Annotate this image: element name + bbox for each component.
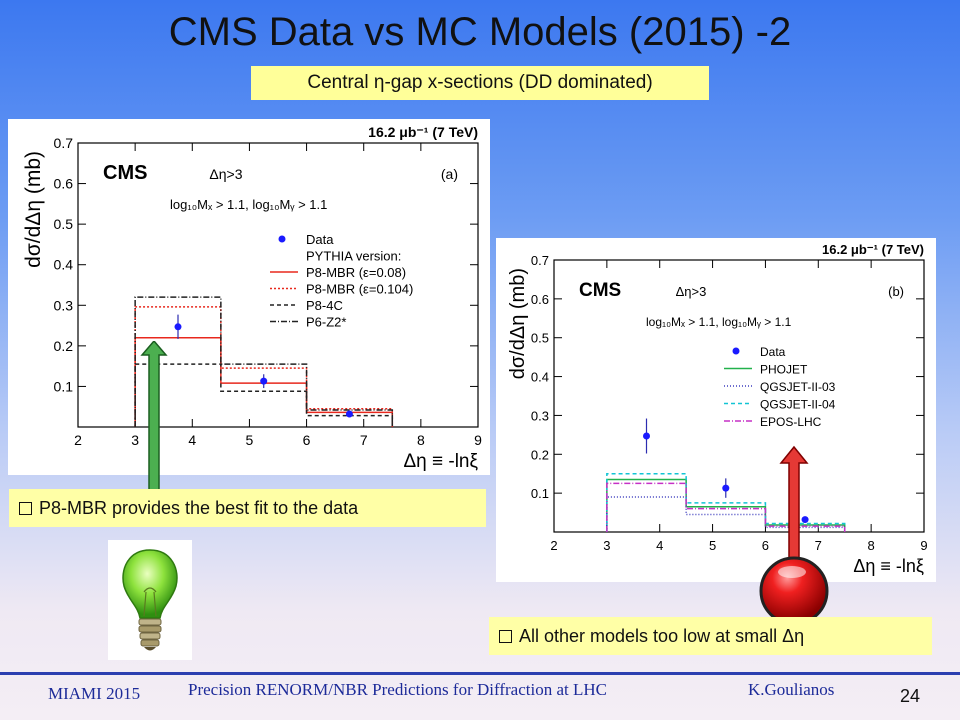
legend-entry: EPOS-LHC [760, 415, 822, 429]
page-number: 24 [900, 686, 921, 706]
legend-data-marker [732, 347, 740, 355]
x-tick-label: 3 [131, 432, 139, 448]
x-tick-label: 2 [550, 538, 557, 553]
x-tick-label: 4 [188, 432, 196, 448]
experiment-label: CMS [103, 162, 147, 184]
y-tick-label: 0.7 [531, 253, 549, 268]
y-tick-label: 0.5 [54, 216, 74, 232]
chart-a: 16.2 μb⁻¹ (7 TeV) 0.1 0.2 0.3 0.4 0.5 0.6 0.7 2 3… [22, 124, 482, 472]
y-axis-label: dσ/dΔη (mb) [507, 268, 529, 379]
series-line [606, 496, 846, 532]
x-tick-label: 6 [303, 432, 311, 448]
footer-talk-title: Precision RENORM/NBR Predictions for Dif… [188, 680, 607, 699]
series-line [134, 296, 394, 427]
chart-b: 16.2 μb⁻¹ (7 TeV) 0.1 0.2 0.3 0.4 0.5 0.6 0.7 2 3… [507, 242, 928, 576]
x-tick-label: 5 [709, 538, 716, 553]
chart-panel-b: 16.2 μb⁻¹ (7 TeV) 0.1 0.2 0.3 0.4 0.5 0.6 0.7 2 3… [496, 238, 936, 582]
x-tick-label: 9 [474, 432, 482, 448]
data-point [722, 484, 730, 492]
cut-label: Δη>3 [209, 166, 242, 182]
y-tick-label: 0.3 [54, 297, 74, 313]
series-line [606, 482, 846, 532]
series-line [606, 478, 846, 532]
footer-author: K.Goulianos [748, 680, 835, 699]
x-tick-label: 6 [762, 538, 769, 553]
panel-label: (b) [888, 284, 904, 299]
data-point [801, 516, 809, 524]
red-arrow-icon [759, 445, 829, 626]
note-models-low-text: All other models too low at small Δη [519, 626, 805, 646]
plot-frame [553, 259, 925, 533]
data-point [260, 377, 268, 385]
legend-entry: P8-MBR (ε=0.08) [306, 265, 406, 280]
cut-label: Δη>3 [676, 284, 707, 299]
y-tick-label: 0.1 [54, 378, 74, 394]
y-tick-label: 0.6 [54, 176, 74, 192]
lightbulb-image [108, 540, 192, 660]
y-tick-label: 0.7 [54, 135, 74, 151]
chart-header: 16.2 μb⁻¹ (7 TeV) [822, 242, 924, 257]
x-axis-label: Δη ≡ -lnξ [403, 451, 478, 472]
series-line [134, 363, 394, 427]
footer-conference: MIAMI 2015 [48, 684, 141, 703]
legend-entry: QGSJET-II-04 [760, 398, 836, 412]
selection-label: log₁₀Mₓ > 1.1, log₁₀Mᵧ > 1.1 [646, 315, 792, 329]
data-point [643, 432, 650, 440]
legend-entry: Data [306, 232, 334, 247]
legend-entry: PHOJET [760, 363, 808, 377]
x-tick-label: 9 [920, 538, 927, 553]
x-tick-label: 5 [246, 432, 254, 448]
legend-entry: P8-4C [306, 298, 343, 313]
x-tick-label: 7 [360, 432, 368, 448]
slide-title: CMS Data vs MC Models (2015) -2 [168, 10, 792, 54]
x-axis-label: Δη ≡ -lnξ [853, 556, 924, 576]
y-axis-label: dσ/dΔη (mb) [22, 151, 45, 268]
series-line [134, 306, 394, 427]
y-tick-label: 0.4 [54, 257, 74, 273]
lightbulb-icon [122, 549, 178, 651]
legend-data-marker [278, 235, 286, 243]
x-tick-label: 7 [815, 538, 822, 553]
note-models-low: All other models too low at small Δη [489, 617, 932, 655]
y-tick-label: 0.2 [54, 338, 74, 354]
plot-frame [77, 142, 479, 428]
note-best-fit: P8-MBR provides the best fit to the data [9, 489, 486, 527]
chart-header: 16.2 μb⁻¹ (7 TeV) [368, 124, 478, 140]
legend-entry: P6-Z2* [306, 315, 346, 330]
x-tick-label: 8 [417, 432, 425, 448]
slide-subtitle: Central η-gap x-sections (DD dominated) [251, 66, 709, 100]
x-tick-label: 3 [603, 538, 610, 553]
selection-label: log₁₀Mₓ > 1.1, log₁₀Mᵧ > 1.1 [170, 197, 327, 212]
y-tick-label: 0.6 [531, 292, 549, 307]
checkbox-bullet-icon [499, 630, 512, 643]
data-point [174, 323, 182, 331]
checkbox-bullet-icon [19, 502, 32, 515]
x-tick-label: 8 [868, 538, 875, 553]
legend-entry: Data [760, 345, 786, 359]
chart-panel-a: 16.2 μb⁻¹ (7 TeV) 0.1 0.2 0.3 0.4 0.5 0.6 0.7 2 3… [8, 119, 490, 475]
legend-entry: P8-MBR (ε=0.104) [306, 282, 413, 297]
panel-label: (a) [441, 166, 458, 182]
legend-entry: QGSJET-II-03 [760, 380, 836, 394]
green-arrow-icon [140, 341, 168, 491]
y-tick-label: 0.1 [531, 486, 549, 501]
y-tick-label: 0.2 [531, 447, 549, 462]
x-tick-label: 4 [656, 538, 663, 553]
y-tick-label: 0.3 [531, 408, 549, 423]
legend-title: PYTHIA version: [306, 249, 401, 264]
y-tick-label: 0.4 [531, 370, 549, 385]
x-tick-label: 2 [74, 432, 82, 448]
experiment-label: CMS [579, 280, 621, 301]
footer-divider [0, 672, 960, 675]
y-tick-label: 0.5 [531, 331, 549, 346]
note-best-fit-text: P8-MBR provides the best fit to the data [39, 498, 359, 518]
series-line [606, 472, 846, 532]
data-point [345, 410, 353, 418]
